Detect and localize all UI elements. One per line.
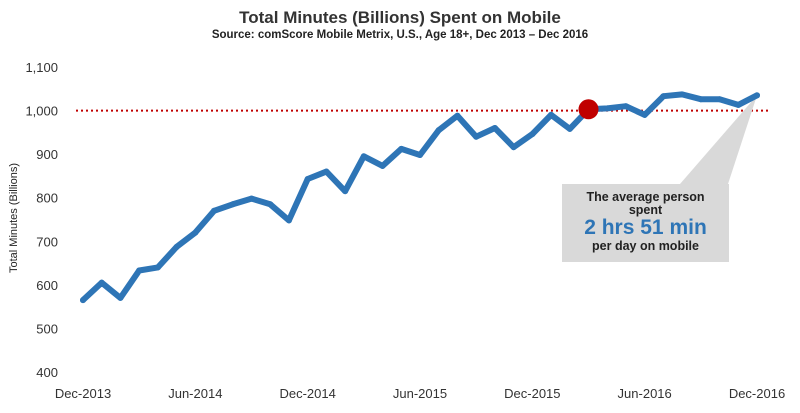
callout-box: The average person spent 2 hrs 51 min pe… — [562, 184, 729, 262]
chart-title: Total Minutes (Billions) Spent on Mobile — [239, 8, 561, 27]
y-tick-label: 1,000 — [25, 104, 58, 119]
y-tick-label: 600 — [36, 278, 58, 293]
data-point — [285, 217, 292, 224]
data-point — [604, 105, 611, 112]
y-tick-label: 400 — [36, 365, 58, 380]
x-tick-label: Dec-2014 — [279, 386, 335, 401]
callout-line-1: The average person — [586, 190, 705, 204]
y-tick-label: 1,100 — [25, 60, 58, 75]
highlight-marker — [578, 99, 599, 120]
x-axis-ticks: Dec-2013 Jun-2014 Dec-2014 Jun-2015 Dec-2015… — [55, 386, 785, 401]
data-point — [229, 201, 236, 208]
data-point — [641, 111, 648, 118]
data-point — [660, 93, 667, 100]
chart-subtitle: Source: comScore Mobile Metrix, U.S., Ag… — [211, 29, 589, 41]
data-point — [323, 168, 330, 175]
data-point — [98, 279, 105, 286]
y-tick-label: 700 — [36, 234, 58, 249]
x-tick-label: Jun-2015 — [393, 386, 447, 401]
data-point — [417, 152, 423, 159]
data-point — [398, 145, 405, 152]
y-axis-label: Total Minutes (Billions) — [8, 163, 20, 273]
data-point — [154, 264, 161, 271]
data-point — [697, 96, 704, 103]
data-point — [473, 133, 480, 140]
data-point — [80, 297, 86, 304]
data-point — [735, 101, 742, 108]
y-tick-label: 900 — [36, 147, 58, 162]
data-point — [548, 111, 555, 118]
data-point — [754, 92, 760, 99]
x-tick-label: Dec-2016 — [729, 386, 785, 401]
data-point — [435, 127, 442, 134]
data-point — [117, 294, 124, 301]
data-point — [566, 125, 573, 132]
data-point — [679, 91, 686, 98]
data-point — [342, 188, 349, 195]
data-point — [379, 162, 386, 169]
callout-highlight: 2 hrs 51 min — [584, 216, 707, 239]
data-point — [304, 175, 311, 182]
y-tick-label: 500 — [36, 321, 58, 336]
y-axis-ticks: 1,100 1,000 900 800 700 600 500 400 — [25, 60, 58, 380]
x-tick-label: Dec-2013 — [55, 386, 111, 401]
x-tick-label: Jun-2016 — [618, 386, 672, 401]
data-point — [491, 125, 498, 131]
data-point — [136, 267, 143, 274]
x-tick-label: Dec-2015 — [504, 386, 560, 401]
data-point — [192, 229, 199, 236]
data-point — [360, 153, 367, 160]
data-point — [173, 243, 180, 250]
y-tick-label: 800 — [36, 191, 58, 206]
x-tick-label: Jun-2014 — [168, 386, 222, 401]
callout-line-2: spent — [628, 203, 663, 217]
data-point — [211, 207, 218, 214]
callout-line-3: per day on mobile — [592, 239, 699, 253]
data-point — [454, 112, 461, 119]
data-point — [267, 201, 274, 208]
callout-pointer — [680, 95, 757, 184]
data-point — [510, 144, 517, 151]
series-group — [80, 91, 760, 304]
data-point — [716, 96, 723, 103]
data-point — [248, 195, 255, 202]
data-point — [529, 131, 536, 138]
data-point — [622, 103, 629, 110]
